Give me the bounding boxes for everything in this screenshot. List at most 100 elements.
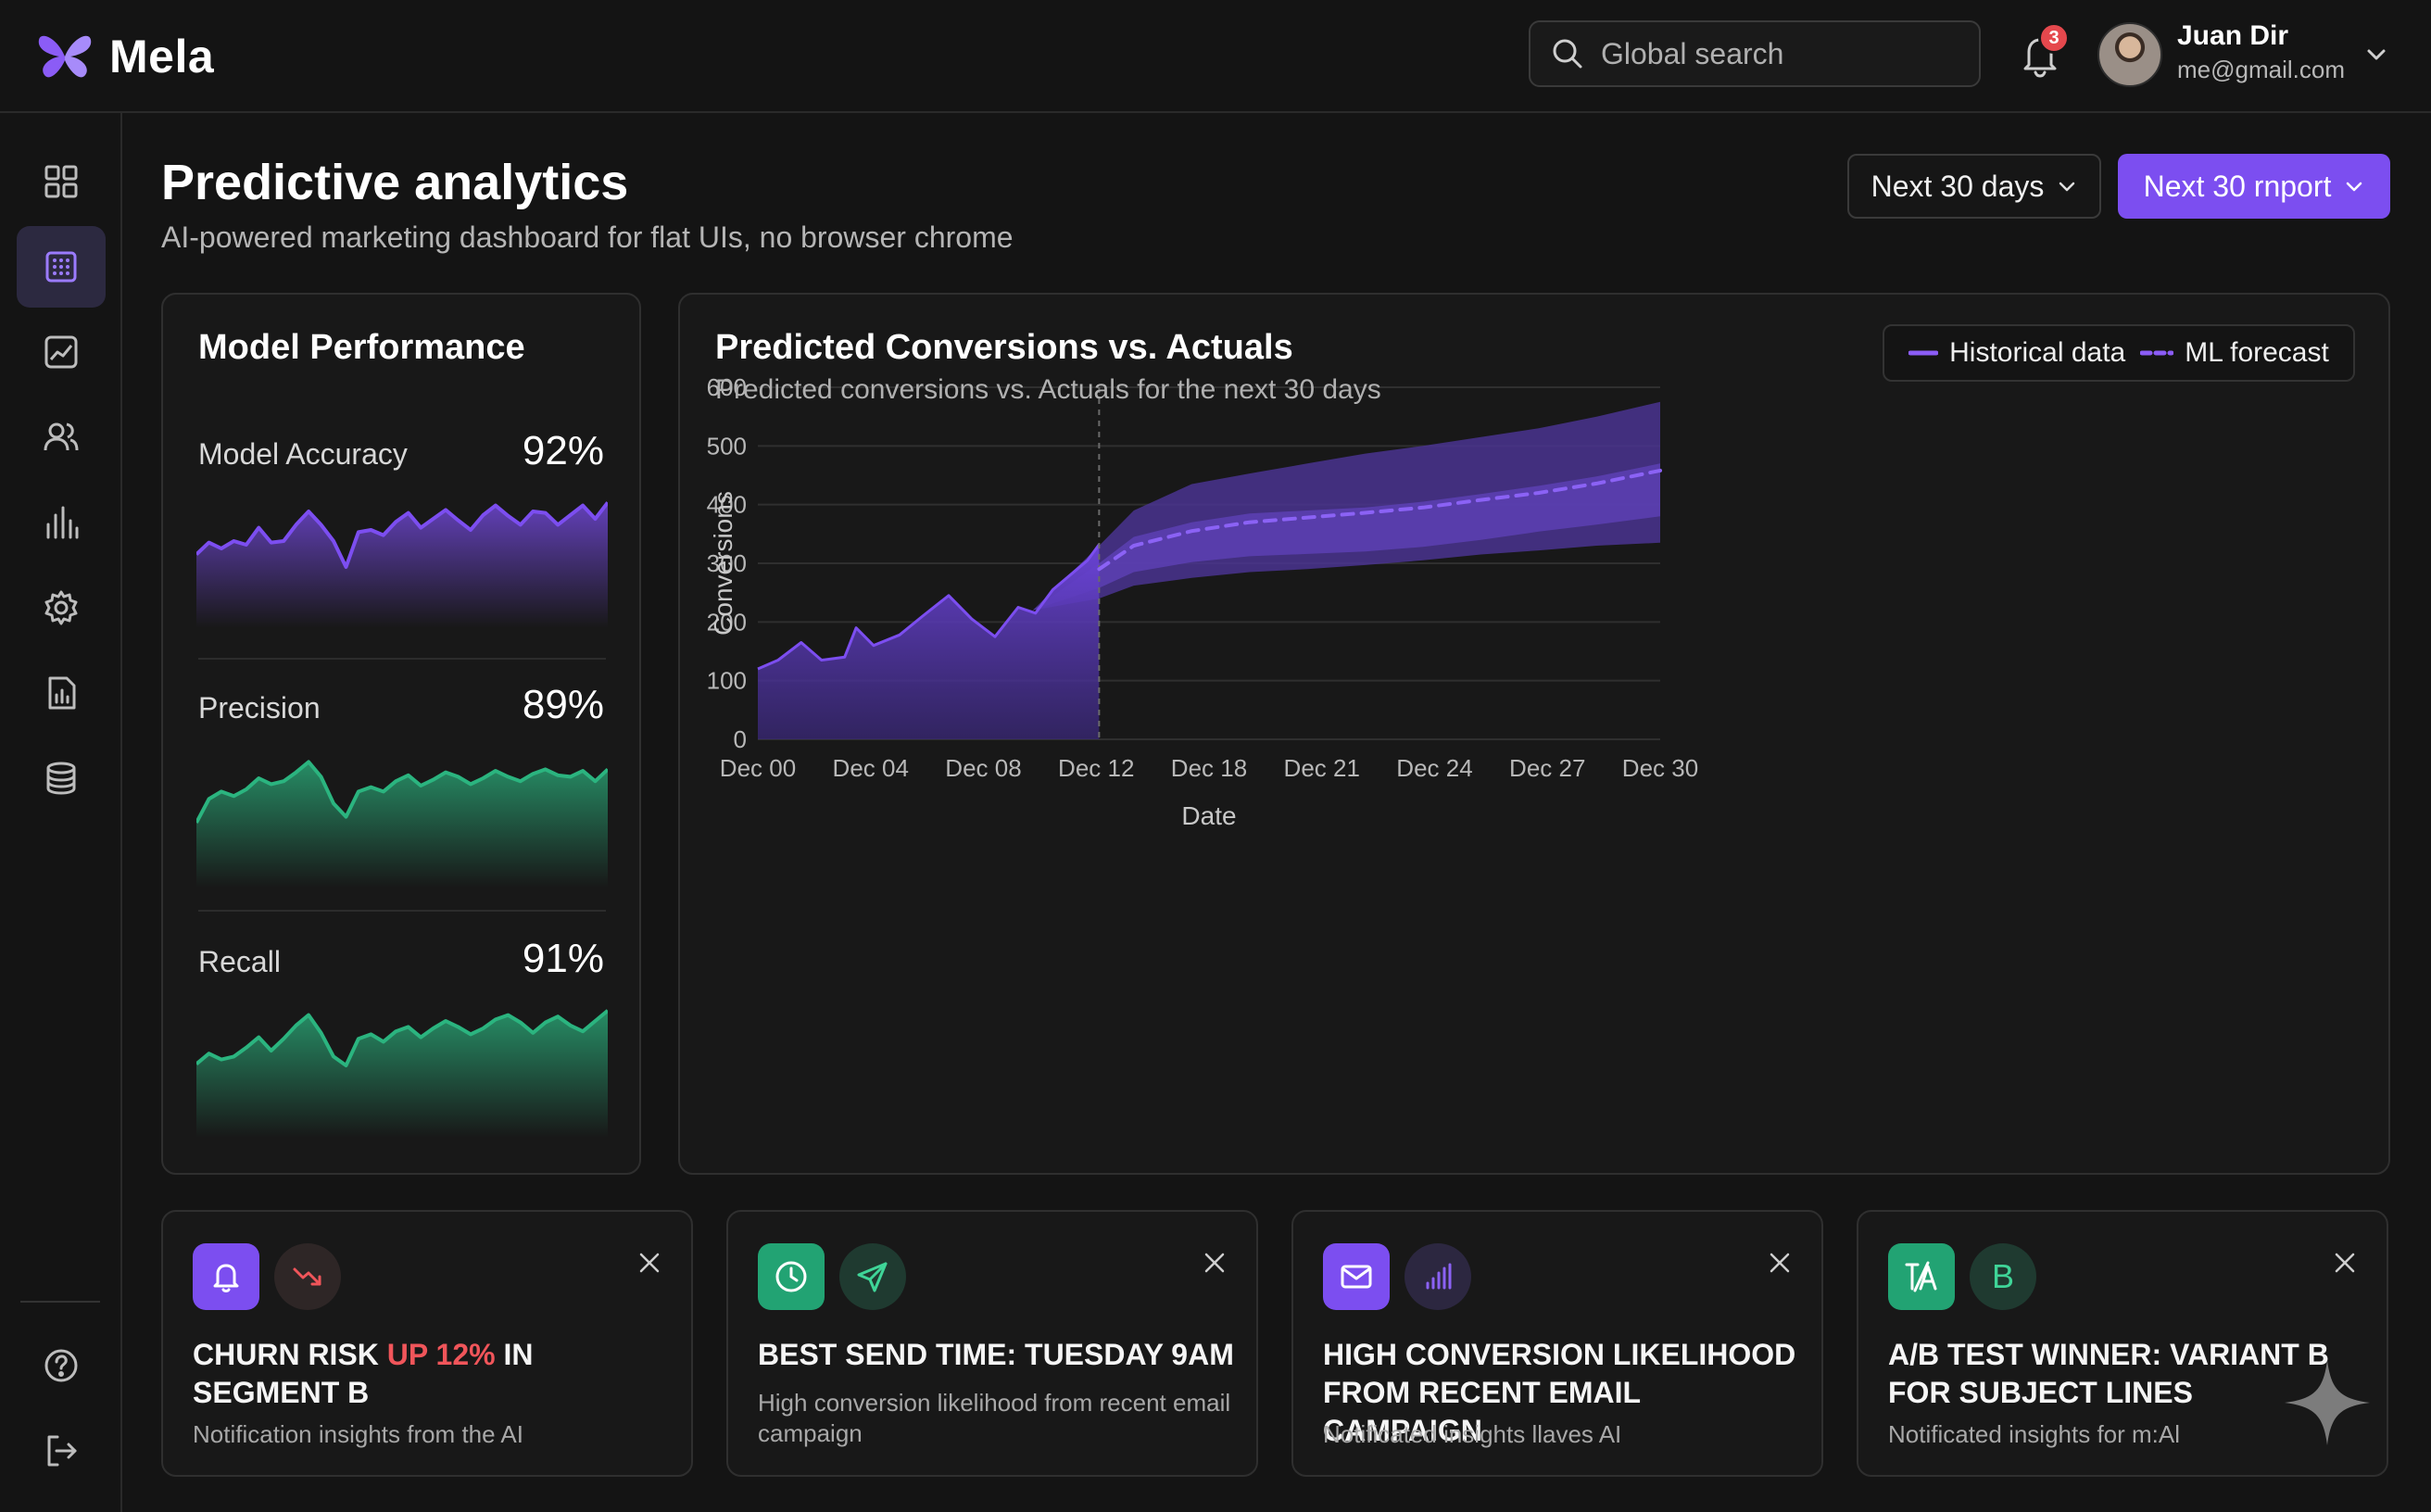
precision-sparkline (196, 760, 608, 888)
mail-icon (1341, 1265, 1372, 1289)
notification-badge: 3 (2038, 22, 2070, 54)
insight-highlight: UP 12% (386, 1338, 496, 1371)
legend-item-historical[interactable]: Historical data (1908, 337, 2125, 369)
butterfly-logo-icon (38, 35, 92, 78)
metric-divider (198, 910, 606, 912)
signal-icon (1426, 1263, 1452, 1290)
model-performance-card: Model Performance Model Accuracy 92% Pre… (161, 293, 641, 1175)
x-tick-label: Dec 12 (1058, 754, 1134, 782)
sidebar-item-data[interactable] (17, 737, 106, 819)
grid-icon (44, 165, 78, 198)
trend-icon (44, 335, 78, 369)
x-tick-label: Dec 00 (720, 754, 796, 782)
chevron-down-icon (2347, 182, 2362, 192)
report-icon (48, 676, 76, 710)
close-icon[interactable] (636, 1249, 663, 1277)
logout-icon (47, 1435, 77, 1467)
clock-icon (775, 1261, 807, 1292)
x-tick-label: Dec 04 (833, 754, 909, 782)
close-icon[interactable] (1201, 1249, 1228, 1277)
y-tick-label: 300 (707, 549, 747, 577)
sidebar-item-settings[interactable] (17, 567, 106, 649)
gear-icon (44, 590, 78, 625)
insight-subtitle: Notificated insights llaves AI (1323, 1420, 1622, 1448)
database-icon (46, 762, 76, 795)
legend-label: ML forecast (2185, 337, 2329, 368)
close-icon[interactable] (2331, 1249, 2359, 1277)
chart-subtitle: Predicted conversions vs. Actuals for th… (715, 374, 1381, 405)
sidebar-divider (20, 1301, 100, 1303)
trend-down-icon (293, 1267, 321, 1286)
close-icon[interactable] (1766, 1249, 1794, 1277)
x-tick-label: Dec 30 (1622, 754, 1698, 782)
chevron-down-icon[interactable] (2364, 43, 2388, 67)
y-tick-label: 600 (707, 373, 747, 401)
legend-solid-line (1908, 350, 1939, 356)
legend-item-forecast[interactable]: ML forecast (2140, 337, 2329, 369)
insight-card-ab-test[interactable]: B A/B TEST WINNER: VARIANT B FOR SUBJECT… (1857, 1210, 2388, 1477)
sidebar-item-reports[interactable] (17, 652, 106, 734)
report-dropdown-button[interactable]: Next 30 rnport (2118, 154, 2390, 219)
insight-title: A/B TEST WINNER: VARIANT B FOR SUBJECT L… (1888, 1338, 2329, 1409)
send-icon (857, 1262, 888, 1292)
insight-card-send-time[interactable]: BEST SEND TIME: TUESDAY 9AM High convers… (726, 1210, 1258, 1477)
date-range-label: Next 30 days (1870, 169, 2045, 203)
x-tick-label: Dec 24 (1396, 754, 1472, 782)
chart-legend: Historical data ML forecast (1883, 324, 2355, 382)
insight-title: BEST SEND TIME: TUESDAY 9AM (758, 1338, 1234, 1371)
legend-label: Historical data (1949, 337, 2126, 368)
x-axis-label: Date (1181, 801, 1236, 830)
sidebar-item-grid[interactable] (17, 141, 106, 222)
sidebar-item-trends[interactable] (17, 311, 106, 393)
user-menu[interactable]: Juan Dir me@gmail.com (2177, 20, 2345, 84)
x-tick-label: Dec 27 (1509, 754, 1585, 782)
insight-icon-primary (1323, 1243, 1390, 1310)
insight-icon-secondary (274, 1243, 341, 1310)
chevron-down-icon (2059, 182, 2075, 192)
dashboard-icon (45, 251, 77, 283)
sparkle-icon (2285, 1360, 2370, 1445)
ab-test-icon (1905, 1261, 1937, 1292)
sparkline-line (196, 760, 608, 824)
top-bar: Mela 3 Juan Dir me@gmail.com (0, 0, 2431, 113)
global-search[interactable] (1529, 20, 1981, 87)
historical-area (758, 544, 1100, 739)
bar-chart-icon (46, 506, 79, 539)
insight-icon-primary (1888, 1243, 1955, 1310)
forecast-line (1097, 468, 1662, 572)
sidebar (0, 113, 122, 1512)
insight-icon-primary (758, 1243, 825, 1310)
insight-card-churn[interactable]: CHURN RISK UP 12% IN SEGMENT B Notificat… (161, 1210, 693, 1477)
logo[interactable]: Mela (37, 26, 214, 87)
x-tick-label: Dec 08 (945, 754, 1021, 782)
insight-icon-secondary (839, 1243, 906, 1310)
sidebar-item-analytics[interactable] (17, 482, 106, 563)
metric-value-accuracy: 92% (522, 428, 604, 473)
metric-label-accuracy: Model Accuracy (198, 437, 408, 471)
search-input[interactable] (1601, 36, 1953, 71)
insight-subtitle: Notification insights from the AI (193, 1420, 523, 1448)
recall-sparkline (196, 1009, 608, 1138)
sparkline-line (196, 501, 608, 569)
page-title: Predictive analytics (161, 155, 629, 210)
card-title: Model Performance (198, 328, 525, 367)
y-tick-label: 100 (707, 667, 747, 695)
chart-title: Predicted Conversions vs. Actuals (715, 328, 1293, 367)
sidebar-item-logout[interactable] (17, 1410, 106, 1492)
user-name: Juan Dir (2177, 20, 2289, 51)
predicted-conversions-card: 0 100 200 300 400 500 600 Dec 00 Dec 04 Dec 08 Dec… (678, 293, 2390, 1175)
date-range-dropdown[interactable]: Next 30 days (1847, 154, 2101, 219)
insight-subtitle: High conversion likelihood from recent e… (758, 1389, 1231, 1447)
sidebar-item-users[interactable] (17, 397, 106, 478)
insight-title: HIGH CONVERSION LIKELIHOOD FROM RECENT E… (1323, 1338, 1796, 1447)
sidebar-item-dashboard[interactable] (17, 226, 106, 308)
users-icon (44, 422, 79, 451)
sparkline-area (196, 502, 608, 628)
insight-title: CHURN RISK UP 12% IN SEGMENT B (193, 1338, 534, 1409)
avatar[interactable] (2097, 22, 2162, 87)
metric-value-precision: 89% (522, 682, 604, 727)
insight-card-conversion[interactable]: HIGH CONVERSION LIKELIHOOD FROM RECENT E… (1291, 1210, 1823, 1477)
sidebar-item-help[interactable] (17, 1325, 106, 1406)
legend-dashed-line (2140, 350, 2174, 356)
metric-divider (198, 658, 606, 660)
